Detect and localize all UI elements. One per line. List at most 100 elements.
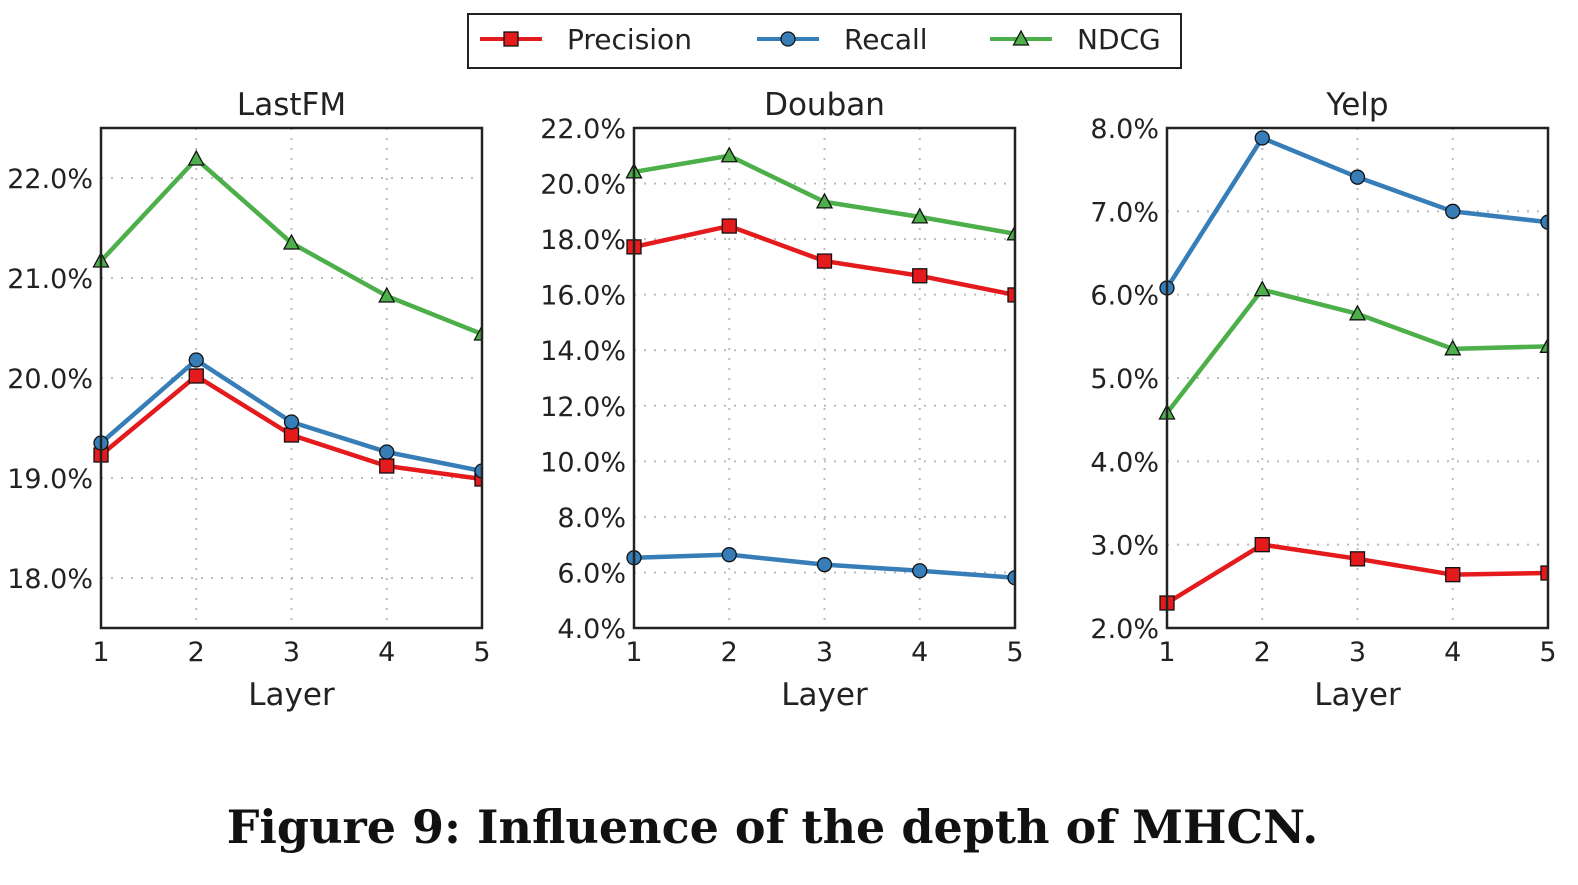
data-point [1444, 339, 1462, 356]
x-tick-label: 4 [911, 637, 928, 668]
plot-frame [632, 126, 1017, 630]
data-point [1254, 130, 1270, 146]
data-point [1540, 565, 1548, 581]
x-tick-label: 5 [1539, 637, 1556, 668]
data-point [187, 149, 205, 166]
y-tick-label: 21.0% [7, 264, 93, 295]
data-point [912, 563, 928, 579]
data-point [1007, 287, 1015, 303]
legend-entry-ndcg: NDCG [990, 23, 1161, 56]
y-tick-label: 6.0% [1090, 281, 1159, 312]
data-point [912, 268, 928, 284]
y-tick-label: 8.0% [557, 503, 626, 534]
y-tick-label: 18.0% [540, 225, 626, 256]
subplot-title: Douban [764, 87, 885, 123]
data-point [474, 463, 482, 479]
data-point [379, 458, 395, 474]
data-point [1007, 570, 1015, 586]
data-point [816, 557, 833, 573]
subplot-title: LastFM [237, 87, 346, 123]
y-tick-label: 20.0% [7, 364, 93, 395]
x-tick-label: 5 [473, 637, 490, 668]
data-point [1348, 304, 1367, 321]
data-point [473, 324, 482, 341]
data-point [1445, 203, 1461, 219]
x-tick-label: 3 [816, 637, 833, 668]
data-point [911, 207, 929, 224]
legend-box [467, 13, 1182, 69]
data-point [188, 368, 204, 384]
data-point [1006, 224, 1015, 241]
y-tick-label: 8.0% [1090, 114, 1159, 145]
x-axis-label: Layer [781, 677, 868, 713]
data-point [721, 218, 737, 234]
x-tick-label: 5 [1006, 637, 1023, 668]
data-point [283, 414, 300, 430]
y-tick-label: 14.0% [540, 336, 626, 367]
plot-frame [99, 126, 484, 630]
x-axis-label: Layer [248, 677, 335, 713]
data-point [815, 192, 834, 209]
y-tick-label: 5.0% [1090, 364, 1159, 395]
data-point [1349, 551, 1366, 567]
y-tick-label: 4.0% [557, 614, 626, 645]
legend-entry-precision: Precision [480, 23, 692, 56]
series-recall [1159, 130, 1548, 296]
data-point [720, 146, 738, 163]
y-tick-label: 10.0% [540, 447, 626, 478]
data-point [379, 444, 395, 460]
x-tick-label: 3 [283, 637, 300, 668]
data-point [721, 547, 737, 563]
data-point [1349, 169, 1366, 185]
data-point [816, 253, 833, 269]
subplot-title: Yelp [1325, 87, 1388, 123]
y-tick-label: 22.0% [540, 114, 626, 145]
x-tick-label: 1 [92, 637, 109, 668]
legend-label: NDCG [1077, 23, 1161, 56]
y-tick-label: 12.0% [540, 392, 626, 423]
data-point [1445, 567, 1461, 583]
legend: Precision Recall NDCG [467, 13, 1182, 69]
legend-label: Recall [844, 23, 928, 56]
circle-marker-icon [780, 31, 796, 47]
y-tick-label: 3.0% [1090, 531, 1159, 562]
y-tick-label: 18.0% [7, 564, 93, 595]
y-tick-label: 20.0% [540, 170, 626, 201]
y-tick-label: 4.0% [1090, 447, 1159, 478]
y-tick-label: 16.0% [540, 281, 626, 312]
subplot-douban: Douban 4.0% 6.0% 8.0% 10.0% 12.0% 14.0% 16.0% 18… [540, 87, 1023, 713]
square-marker-icon [503, 31, 519, 47]
triangle-marker-icon [1012, 29, 1030, 46]
series-recall [626, 547, 1015, 586]
series-ndcg [625, 146, 1015, 241]
y-tick-label: 22.0% [7, 164, 93, 195]
data-point [283, 427, 300, 443]
figure-caption: Figure 9: Influence of the depth of MHCN… [226, 800, 1319, 854]
data-point [1253, 280, 1271, 297]
y-tick-label: 7.0% [1090, 197, 1159, 228]
x-tick-label: 1 [1158, 637, 1175, 668]
series-line [1165, 135, 1548, 290]
y-tick-label: 6.0% [557, 558, 626, 589]
x-tick-label: 2 [721, 637, 738, 668]
data-point [1254, 537, 1270, 553]
data-point [282, 233, 301, 250]
legend-label: Precision [567, 23, 692, 56]
x-tick-label: 3 [1349, 637, 1366, 668]
x-axis-label: Layer [1314, 677, 1401, 713]
x-tick-label: 4 [1444, 637, 1461, 668]
data-point [378, 286, 396, 303]
plot-frame [1165, 126, 1550, 630]
legend-entry-recall: Recall [757, 23, 928, 56]
x-tick-label: 1 [625, 637, 642, 668]
x-tick-label: 4 [378, 637, 395, 668]
y-tick-label: 2.0% [1090, 614, 1159, 645]
data-point [474, 471, 482, 487]
y-tick-label: 19.0% [7, 464, 93, 495]
subplot-lastfm: LastFM 18.0% 19.0% 20.0% 21.0% 22.0% 1 2 3 4 5 Laye… [7, 87, 490, 713]
x-tick-label: 2 [1254, 637, 1271, 668]
data-point [1540, 214, 1548, 230]
data-point [188, 352, 204, 368]
x-tick-label: 2 [188, 637, 205, 668]
